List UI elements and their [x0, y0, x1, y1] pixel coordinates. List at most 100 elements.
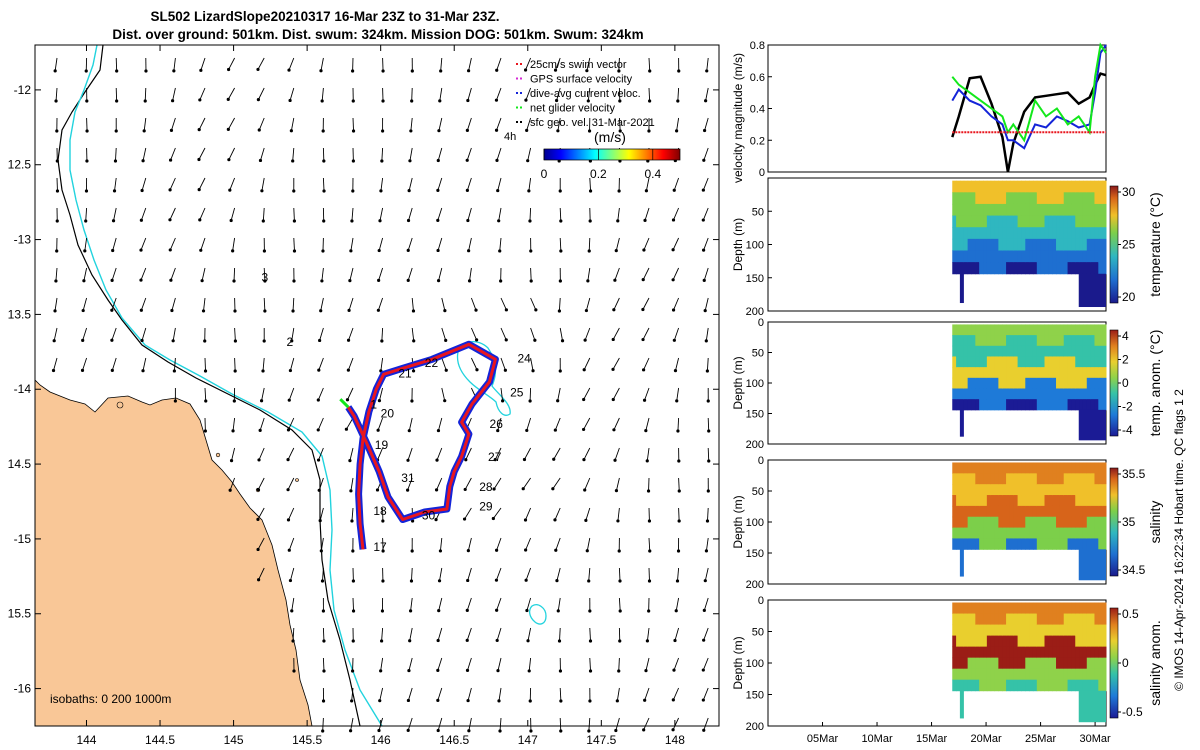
- heatmap-cell: [1098, 192, 1103, 205]
- velocity-vector: [321, 267, 324, 281]
- heatmap-cell: [983, 462, 988, 474]
- heatmap-cell: [1094, 367, 1099, 379]
- heatmap-cell: [1017, 473, 1022, 485]
- heatmap-cell: [1075, 473, 1080, 485]
- velocity-vector-head: [558, 279, 562, 283]
- heatmap-cell: [1102, 657, 1107, 670]
- heatmap-cell: [1090, 646, 1095, 659]
- colorbar-tick-label: 35: [1122, 515, 1136, 529]
- velocity-vector-head: [582, 458, 586, 462]
- heatmap-cell: [1040, 473, 1046, 485]
- velocity-vector: [411, 87, 413, 102]
- velocity-vector: [585, 297, 591, 311]
- heatmap-cell: [979, 399, 984, 411]
- heatmap-cell: [990, 388, 996, 400]
- velocity-vector-head: [292, 219, 297, 223]
- x-tick-label: 146: [371, 733, 391, 747]
- depth-tick-label: 200: [746, 306, 764, 318]
- heatmap-cell: [971, 635, 976, 648]
- heatmap-cell: [1079, 646, 1084, 659]
- heatmap-cell: [986, 516, 992, 529]
- heatmap-cell: [1059, 495, 1065, 507]
- velocity-vector: [144, 87, 147, 102]
- velocity-vector-head: [377, 248, 381, 253]
- heatmap-cell: [971, 505, 976, 518]
- velocity-vector: [530, 297, 537, 311]
- heatmap-cell: [1032, 635, 1038, 648]
- heatmap-cell: [1017, 227, 1022, 240]
- velocity-vector-head: [168, 248, 172, 252]
- heatmap-cell: [967, 624, 972, 637]
- heatmap-cell: [1102, 262, 1107, 275]
- heatmap-cell: [1059, 215, 1065, 228]
- velocity-vector: [646, 627, 650, 641]
- velocity-vector-head: [552, 457, 556, 461]
- heatmap-cell: [1048, 335, 1053, 347]
- velocity-vector-head: [701, 698, 705, 702]
- day-label: 31: [401, 471, 415, 485]
- heatmap-cell: [1102, 484, 1107, 496]
- velocity-vector-head: [321, 249, 325, 253]
- velocity-vector-head: [492, 487, 496, 491]
- heatmap-cell: [983, 679, 988, 692]
- heatmap-cell: [994, 399, 999, 411]
- velocity-vector-head: [316, 458, 321, 462]
- heatmap-cell: [1044, 180, 1049, 193]
- velocity-vector: [407, 447, 413, 461]
- velocity-vector: [676, 387, 680, 401]
- velocity-vector-head: [321, 129, 325, 133]
- heatmap-cell: [1044, 527, 1049, 539]
- colorbar-tick-label: 30: [1122, 185, 1136, 199]
- glider-track: [339, 340, 499, 550]
- velocity-vector: [437, 627, 443, 641]
- velocity-vector-head: [410, 99, 414, 103]
- velocity-vector: [706, 357, 709, 372]
- heatmap-cell: [1009, 262, 1015, 275]
- heatmap-cell: [1006, 356, 1011, 368]
- velocity-vector-head: [556, 609, 560, 613]
- heatmap-cell: [1094, 180, 1099, 193]
- heatmap-cell: [1025, 613, 1030, 626]
- heatmap-cell: [1098, 538, 1103, 550]
- heatmap-cell: [1090, 495, 1095, 507]
- heatmap-cell: [1002, 238, 1007, 251]
- heatmap-cell: [1021, 635, 1026, 648]
- heatmap-cell: [1082, 613, 1088, 626]
- velocity-vector-head: [114, 129, 118, 133]
- heatmap-cell: [1056, 602, 1061, 615]
- heatmap-cell: [975, 238, 980, 251]
- plot-title-line1: SL502 LizardSlope20210317 16-Mar 23Z to …: [151, 9, 500, 24]
- velocity-vector-head: [554, 98, 559, 103]
- heatmap-cell: [1056, 345, 1061, 357]
- heatmap-cell: [956, 495, 961, 507]
- velocity-vector-head: [232, 399, 236, 403]
- velocity-vector-head: [676, 429, 680, 433]
- velocity-vector-head: [406, 728, 410, 732]
- velocity-vector: [198, 117, 206, 130]
- heatmap-cell: [986, 238, 992, 251]
- velocity-vector-head: [648, 549, 652, 553]
- velocity-vector: [379, 687, 384, 701]
- heatmap-cell: [1002, 527, 1007, 539]
- velocity-vector: [524, 447, 531, 460]
- velocity-vector: [703, 627, 709, 641]
- velocity-vector: [499, 237, 502, 251]
- velocity-vector-head: [466, 218, 470, 223]
- heatmap-cell: [994, 613, 999, 626]
- heatmap-cell: [1036, 484, 1042, 496]
- heatmap-cell: [1040, 345, 1046, 357]
- day-label: 22: [425, 356, 439, 370]
- heatmap-cell: [1006, 646, 1011, 659]
- velocity-vector-head: [168, 218, 172, 222]
- velocity-vector: [111, 297, 117, 311]
- velocity-vector: [612, 357, 620, 370]
- heatmap-cell: [983, 527, 988, 539]
- colorbar-tick-label: 0.4: [644, 167, 661, 181]
- velocity-vector-head: [614, 489, 619, 493]
- velocity-vector-head: [527, 669, 531, 673]
- heatmap-cell: [971, 473, 976, 485]
- heatmap-cell: [1078, 273, 1106, 308]
- velocity-vector-head: [377, 399, 382, 403]
- day-label: 30: [422, 508, 436, 522]
